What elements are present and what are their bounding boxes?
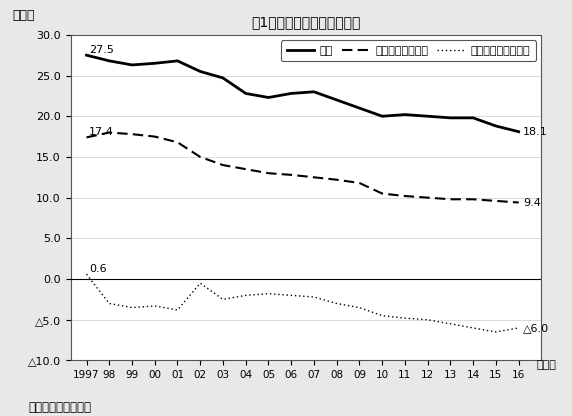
Text: 18.1: 18.1 [523, 127, 548, 137]
Text: 0.6: 0.6 [89, 264, 106, 274]
Text: 27.5: 27.5 [89, 45, 114, 55]
Text: 17.4: 17.4 [89, 127, 114, 137]
Text: （年）: （年） [537, 361, 557, 371]
Y-axis label: （％）: （％） [12, 9, 35, 22]
Title: 図1　男女間賃金格差の推移: 図1 男女間賃金格差の推移 [251, 15, 361, 30]
Legend: 全体, フルタイム労働者, パートタイム労働者: 全体, フルタイム労働者, パートタイム労働者 [281, 40, 536, 62]
Text: 9.4: 9.4 [523, 198, 541, 208]
Text: （出所）国民統計局: （出所）国民統計局 [29, 401, 92, 414]
Text: △6.0: △6.0 [523, 323, 549, 333]
